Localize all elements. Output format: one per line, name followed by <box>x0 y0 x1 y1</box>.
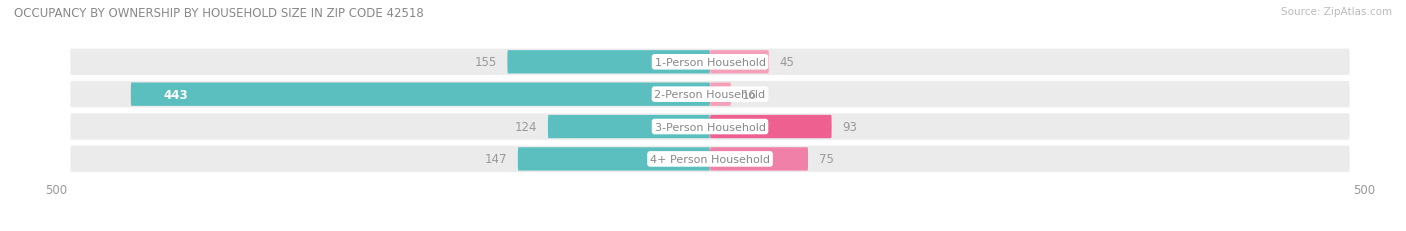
FancyBboxPatch shape <box>69 113 1351 141</box>
FancyBboxPatch shape <box>710 83 731 106</box>
Text: 75: 75 <box>818 153 834 166</box>
Legend: Owner-occupied, Renter-occupied: Owner-occupied, Renter-occupied <box>585 228 835 231</box>
Text: 3-Person Household: 3-Person Household <box>655 122 765 132</box>
FancyBboxPatch shape <box>69 48 1351 77</box>
Text: 147: 147 <box>485 153 508 166</box>
Text: Source: ZipAtlas.com: Source: ZipAtlas.com <box>1281 7 1392 17</box>
FancyBboxPatch shape <box>548 116 710 139</box>
Text: 93: 93 <box>842 121 858 134</box>
FancyBboxPatch shape <box>517 148 710 171</box>
FancyBboxPatch shape <box>710 116 831 139</box>
Text: OCCUPANCY BY OWNERSHIP BY HOUSEHOLD SIZE IN ZIP CODE 42518: OCCUPANCY BY OWNERSHIP BY HOUSEHOLD SIZE… <box>14 7 423 20</box>
Text: 124: 124 <box>515 121 537 134</box>
FancyBboxPatch shape <box>131 83 710 106</box>
Text: 443: 443 <box>163 88 188 101</box>
FancyBboxPatch shape <box>710 148 808 171</box>
Text: 1-Person Household: 1-Person Household <box>655 58 765 67</box>
FancyBboxPatch shape <box>710 51 769 74</box>
Text: 16: 16 <box>741 88 756 101</box>
FancyBboxPatch shape <box>69 145 1351 173</box>
FancyBboxPatch shape <box>508 51 710 74</box>
Text: 2-Person Household: 2-Person Household <box>654 90 766 100</box>
Text: 155: 155 <box>475 56 496 69</box>
FancyBboxPatch shape <box>69 81 1351 109</box>
Text: 45: 45 <box>779 56 794 69</box>
Text: 4+ Person Household: 4+ Person Household <box>650 154 770 164</box>
